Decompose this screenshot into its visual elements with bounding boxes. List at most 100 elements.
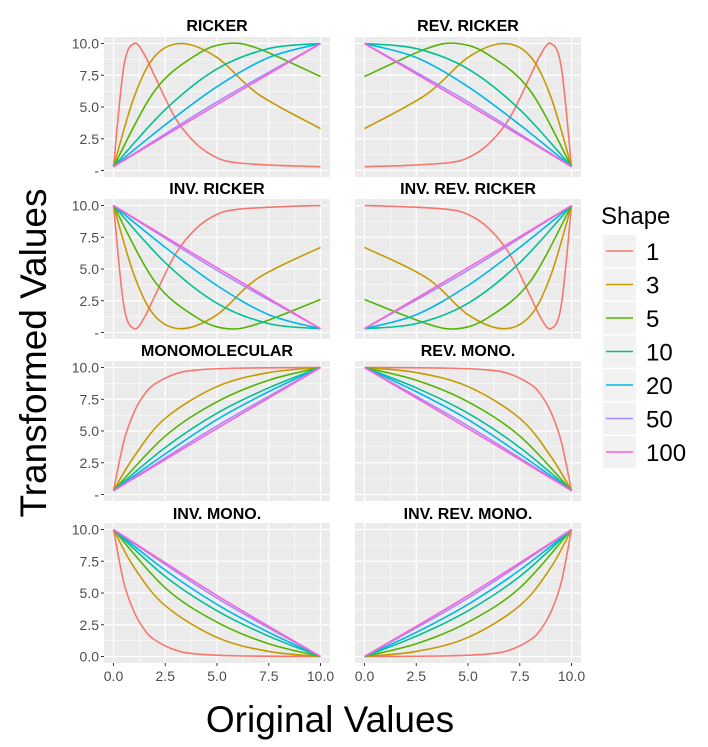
series-line-shape-3 (364, 205, 573, 330)
panel-rev-mono: REV. MONO. (355, 343, 581, 501)
legend: Shape 1 3 5 10 20 50 100 (601, 203, 686, 468)
panel-title: REV. RICKER (417, 18, 519, 35)
y-axis-title: Transformed Values (13, 188, 54, 517)
series-line-shape-1 (112, 529, 321, 658)
series-line-shape-1 (364, 529, 573, 658)
series-line-shape-5 (364, 42, 573, 168)
panel-title: REV. MONO. (421, 343, 516, 360)
series-line-shape-1 (364, 42, 573, 168)
series-line-shape-20 (112, 204, 321, 330)
series-line-shape-20 (113, 366, 321, 492)
series-line-shape-100 (364, 528, 572, 658)
series-line-shape-20 (364, 528, 572, 658)
series-line-shape-3 (112, 366, 321, 492)
legend-item-10: 10 (603, 335, 673, 368)
series-line-shape-10 (364, 42, 573, 168)
series-line-shape-5 (112, 366, 321, 492)
series-line-shape-20 (113, 528, 321, 658)
panel-title: INV. MONO. (173, 506, 261, 523)
legend-label: 1 (646, 239, 659, 266)
series-line-shape-10 (112, 204, 321, 330)
series-line-shape-20 (364, 42, 573, 168)
series-line-shape-5 (364, 366, 573, 492)
panel-mono: MONOMOLECULAR - 2.5 5.0 7.5 10.0 (72, 343, 330, 503)
panel-rev-ricker: REV. RICKER (355, 18, 581, 177)
panel-title: INV. REV. RICKER (400, 181, 536, 198)
legend-title: Shape (601, 203, 670, 230)
series-line-shape-3 (364, 529, 573, 658)
y-tick-label: - (94, 325, 99, 341)
y-tick-label: 2.5 (80, 455, 100, 471)
series-line-shape-5 (364, 528, 573, 658)
x-tick-label: 2.5 (407, 668, 427, 684)
series-line-shape-1 (112, 204, 321, 330)
series-line-shape-100 (113, 528, 321, 658)
panel-inv-mono: INV. MONO. 0.0 2.5 5.0 7.5 10.0 (72, 506, 330, 665)
y-tick-label: 5.0 (80, 261, 100, 277)
panel-inv-ricker: INV. RICKER - 2.5 5.0 7.5 10.0 (72, 181, 330, 341)
series-line-shape-1 (364, 366, 573, 491)
series-line-shape-20 (112, 42, 321, 168)
y-tick-label: 10.0 (72, 36, 99, 52)
y-tick-label: 10.0 (72, 198, 99, 214)
y-tick-label: 2.5 (80, 293, 100, 309)
series-line-shape-100 (113, 42, 321, 168)
series-line-shape-3 (112, 42, 321, 167)
legend-item-50: 50 (603, 402, 673, 435)
series-line-shape-100 (364, 366, 572, 492)
series-line-shape-3 (112, 529, 321, 658)
x-axis-title: Original Values (206, 699, 454, 740)
series-line-shape-10 (364, 204, 573, 330)
series-line-shape-3 (364, 366, 573, 492)
panel-ricker: RICKER - 2.5 5.0 7.5 10.0 (72, 18, 330, 179)
series-line-shape-10 (112, 42, 321, 168)
x-tick-label: 0.0 (355, 668, 375, 684)
series-line-shape-100 (113, 204, 321, 330)
y-tick-label: - (94, 163, 99, 179)
y-tick-label: 5.0 (80, 585, 100, 601)
y-tick-label: - (94, 487, 99, 503)
series-line-shape-3 (112, 205, 321, 330)
series-line-shape-100 (364, 42, 572, 168)
y-tick-label: 2.5 (80, 131, 100, 147)
x-tick-label: 5.0 (207, 668, 227, 684)
y-tick-label: 2.5 (80, 617, 100, 633)
panel-grid: RICKER - 2.5 5.0 7.5 10.0 REV. RICKER INV. RICK… (72, 18, 581, 665)
legend-item-100: 100 (603, 436, 686, 468)
series-line-shape-10 (364, 528, 573, 658)
y-tick-label: 5.0 (80, 423, 100, 439)
series-line-shape-5 (112, 205, 321, 330)
panel-title: INV. RICKER (169, 181, 265, 198)
series-line-shape-10 (112, 366, 321, 492)
legend-label: 50 (646, 407, 673, 434)
legend-item-1: 1 (603, 235, 659, 267)
x-tick-label: 7.5 (259, 668, 279, 684)
series-line-shape-5 (112, 42, 321, 168)
series-line-shape-5 (364, 205, 573, 330)
panel-title: INV. REV. MONO. (404, 506, 533, 523)
y-tick-label: 0.0 (80, 649, 100, 665)
series-line-shape-100 (113, 366, 321, 492)
series-line-shape-100 (364, 204, 572, 330)
legend-label: 5 (646, 306, 659, 333)
legend-item-20: 20 (603, 369, 673, 401)
series-line-shape-20 (364, 204, 573, 330)
series-line-shape-5 (112, 528, 321, 658)
series-line-shape-20 (364, 366, 572, 492)
series-line-shape-1 (112, 366, 321, 491)
y-tick-label: 10.0 (72, 522, 99, 538)
legend-label: 20 (646, 373, 673, 400)
panel-title: MONOMOLECULAR (141, 343, 293, 360)
panel-inv-rev-mono: INV. REV. MONO. (355, 506, 581, 663)
legend-item-3: 3 (603, 268, 659, 301)
x-tick-label: 10.0 (558, 668, 585, 684)
series-line-shape-3 (364, 42, 573, 167)
series-line-shape-1 (364, 204, 573, 330)
legend-label: 3 (646, 273, 659, 300)
series-line-shape-10 (112, 528, 321, 658)
y-tick-label: 10.0 (72, 360, 99, 376)
x-tick-label: 2.5 (156, 668, 176, 684)
legend-label: 100 (646, 440, 686, 467)
legend-item-5: 5 (603, 302, 659, 334)
